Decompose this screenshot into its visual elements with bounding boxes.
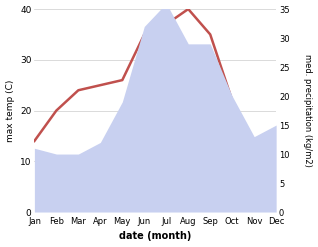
X-axis label: date (month): date (month) [119,231,191,242]
Y-axis label: med. precipitation (kg/m2): med. precipitation (kg/m2) [303,54,313,167]
Y-axis label: max temp (C): max temp (C) [5,79,15,142]
